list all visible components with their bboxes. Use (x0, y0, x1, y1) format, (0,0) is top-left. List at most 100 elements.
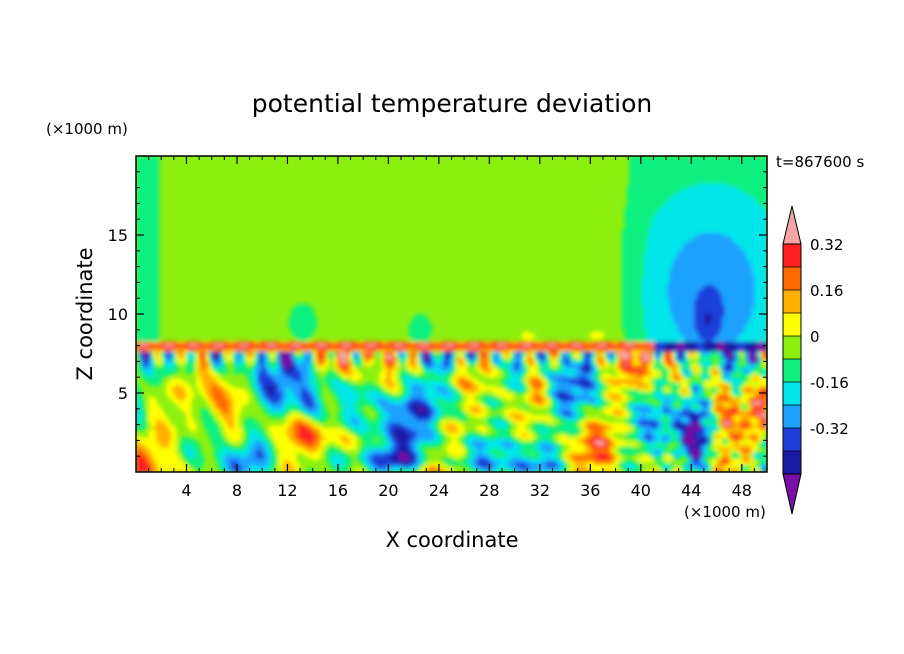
field-cell (446, 457, 450, 461)
field-cell (196, 449, 200, 453)
field-cell (656, 469, 660, 472)
field-cell (268, 444, 272, 448)
field-cell (664, 444, 668, 448)
field-cell (684, 467, 688, 471)
field-cell (544, 467, 548, 471)
field-cell (471, 454, 475, 458)
field-cell (729, 467, 733, 471)
field-cell (391, 462, 395, 466)
field-cell (158, 447, 162, 451)
field-cell (148, 457, 152, 461)
field-cell (256, 457, 260, 461)
field-cell (584, 452, 588, 456)
field-cell (161, 459, 165, 463)
field-cell (491, 449, 495, 453)
field-cell (306, 444, 310, 448)
field-cell (316, 449, 320, 453)
field-cell (589, 459, 593, 463)
field-cell (388, 454, 392, 458)
field-cell (764, 462, 767, 466)
field-cell (201, 462, 205, 466)
field-cell (366, 452, 370, 456)
field-cell (411, 452, 415, 456)
field-cell (401, 464, 405, 468)
field-cell (166, 459, 170, 463)
field-cell (499, 467, 503, 471)
field-cell (744, 452, 748, 456)
field-cell (136, 462, 140, 466)
field-cell (514, 459, 518, 463)
field-cell (308, 469, 312, 472)
field-cell (378, 469, 382, 472)
field-cell (218, 457, 222, 461)
field-cell (601, 444, 605, 448)
field-cell (368, 469, 372, 472)
field-cell (694, 447, 698, 451)
field-cell (586, 452, 590, 456)
field-cell (669, 467, 673, 471)
field-cell (511, 454, 515, 458)
field-cell (378, 444, 382, 448)
field-cell (331, 462, 335, 466)
field-cell (151, 459, 155, 463)
field-cell (188, 447, 192, 451)
field-cell (253, 467, 257, 471)
field-cell (408, 457, 413, 461)
field-cell (471, 459, 475, 463)
field-cell (251, 417, 255, 421)
field-cell (328, 454, 332, 458)
field-cell (181, 469, 185, 472)
field-cell (581, 452, 585, 456)
field-cell (611, 462, 615, 466)
field-cell (196, 464, 200, 468)
field-cell (666, 449, 670, 453)
field-cell (451, 462, 455, 466)
field-cell (521, 469, 525, 472)
field-cell (706, 452, 710, 456)
field-cell (378, 457, 382, 461)
field-cell (396, 447, 400, 451)
field-cell (411, 462, 415, 466)
field-cell (356, 454, 360, 458)
field-cell (551, 467, 555, 471)
field-cell (151, 464, 155, 468)
field-cell (531, 447, 535, 451)
field-cell (579, 462, 583, 466)
field-cell (311, 457, 315, 461)
field-cell (423, 444, 428, 448)
field-cell (141, 454, 145, 458)
field-cell (569, 454, 573, 458)
field-cell (556, 457, 560, 461)
field-cell (729, 459, 733, 463)
field-cell (186, 467, 190, 471)
field-cell (596, 447, 600, 451)
field-cell (346, 467, 350, 471)
field-cell (671, 452, 675, 456)
field-cell (146, 452, 150, 456)
field-cell (661, 447, 665, 451)
field-cell (736, 449, 741, 453)
field-cell (594, 459, 598, 463)
field-cell (293, 459, 297, 463)
field-cell (431, 469, 435, 472)
field-cell (666, 462, 670, 466)
field-cell (704, 459, 708, 463)
field-cell (166, 467, 170, 471)
field-cell (486, 457, 490, 461)
field-cell (504, 464, 508, 468)
field-cell (554, 462, 558, 466)
field-cell (386, 462, 390, 466)
field-cell (741, 462, 746, 466)
field-cell (576, 452, 580, 456)
field-cell (171, 469, 175, 472)
field-cell (551, 459, 555, 463)
field-cell (418, 444, 423, 448)
field-cell (413, 464, 418, 468)
field-cell (516, 462, 520, 466)
field-cell (706, 449, 710, 453)
field-cell (699, 462, 703, 466)
field-cell (641, 457, 645, 461)
field-cell (579, 469, 583, 472)
field-cell (601, 447, 605, 451)
field-cell (356, 457, 360, 461)
